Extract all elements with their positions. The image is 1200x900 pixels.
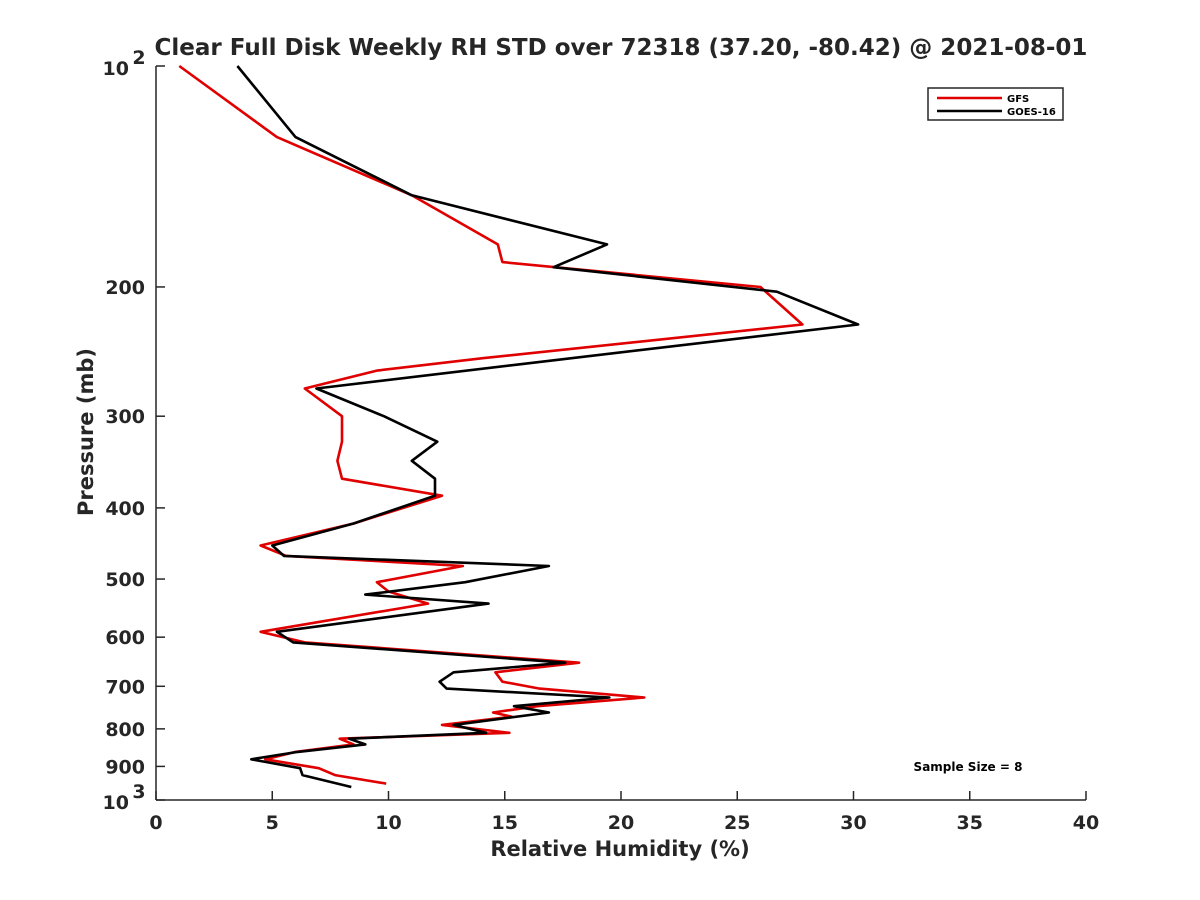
x-tick-label: 15 [492, 812, 518, 834]
series-layer [178, 64, 860, 789]
y-tick-label: 600 [105, 627, 145, 649]
x-tick-label: 35 [957, 812, 983, 834]
y-tick-label: 10 [103, 792, 129, 814]
y-tick-label: 300 [105, 406, 145, 428]
legend-entries: GFS GOES-16 [937, 94, 1056, 118]
chart-title: Clear Full Disk Weekly RH STD over 72318… [155, 35, 1088, 61]
legend-label: GOES-16 [1007, 107, 1056, 118]
x-tick-label: 40 [1073, 812, 1099, 834]
y-tick-label: 200 [105, 277, 145, 299]
x-tick-label: 10 [375, 812, 401, 834]
x-tick-label: 30 [840, 812, 866, 834]
x-axis-label: Relative Humidity (%) [490, 837, 749, 861]
y-axis-label: Pressure (mb) [74, 348, 98, 516]
y-tick-label: 400 [105, 498, 145, 520]
x-tick-label: 0 [149, 812, 162, 834]
y-tick-exponent: 2 [132, 47, 145, 69]
legend-box [927, 87, 1064, 121]
x-tick-label: 25 [724, 812, 750, 834]
series-line-goes-16 [236, 65, 860, 789]
sample-size-annotation: Sample Size = 8 [914, 760, 1023, 774]
y-tick-label: 900 [105, 756, 145, 778]
x-tick-label: 20 [608, 812, 634, 834]
legend-label: GFS [1007, 94, 1029, 105]
y-tick-label: 700 [105, 676, 145, 698]
y-tick-label: 10 [103, 58, 129, 80]
y-tick-label: 500 [105, 569, 145, 591]
y-tick-exponent: 3 [132, 781, 145, 803]
x-tick-label: 5 [266, 812, 279, 834]
legend: GFS GOES-16 [927, 87, 1064, 121]
y-tick-label: 800 [105, 719, 145, 741]
